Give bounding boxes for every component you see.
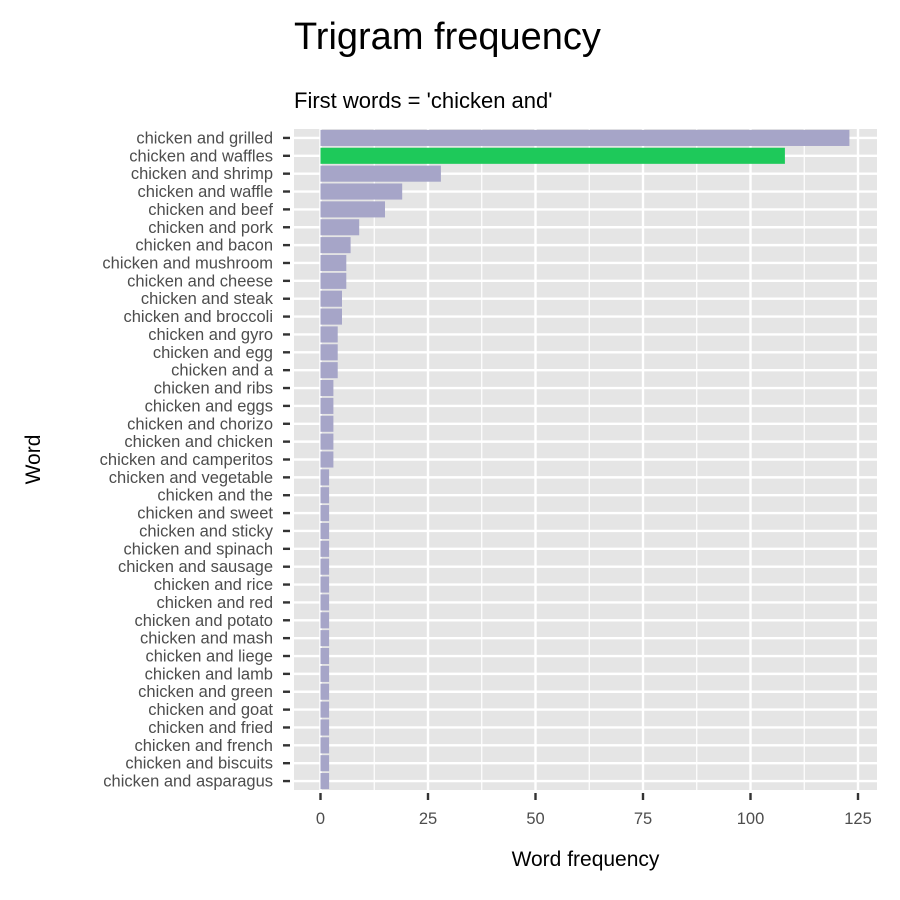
bar [320,594,330,611]
bar [320,362,338,379]
bar [320,237,351,254]
y-tick-label: chicken and liege [145,648,273,666]
bar [320,165,441,182]
y-tick-label: chicken and sticky [139,522,274,540]
x-tick-label: 125 [844,810,872,828]
y-tick-label: chicken and broccoli [124,308,274,326]
bar [320,755,330,772]
bar [320,451,334,468]
y-tick-label: chicken and waffle [138,183,273,201]
y-tick-label: chicken and egg [153,344,273,362]
bar [320,540,330,557]
x-axis-title: Word frequency [512,848,660,871]
bar [320,522,330,539]
bar [320,683,330,700]
y-tick-label: chicken and potato [134,612,273,630]
bar [320,469,330,486]
x-tick-label: 50 [526,810,544,828]
y-tick-label: chicken and vegetable [109,469,273,487]
bar [320,308,342,325]
y-tick-label: chicken and red [157,594,274,612]
bar [320,415,334,432]
y-tick-label: chicken and the [157,487,273,505]
bar [320,647,330,665]
y-tick-label: chicken and steak [141,290,274,308]
bar [320,201,385,218]
y-tick-label: chicken and spinach [123,540,273,558]
y-tick-label: chicken and grilled [136,129,273,147]
y-tick-label: chicken and fried [148,719,273,737]
y-tick-label: chicken and lamb [145,665,273,683]
bars [320,129,850,790]
bar [320,219,360,236]
x-tick-label: 100 [737,810,765,828]
bar [320,433,334,450]
y-tick-label: chicken and bacon [135,237,273,255]
bar [320,558,330,575]
bar [320,272,347,289]
y-tick-label: chicken and french [134,737,273,755]
bar [320,183,403,200]
y-tick-label: chicken and goat [148,701,273,719]
chart-title: Trigram frequency [294,16,601,58]
bar [320,290,342,307]
bar [320,129,850,146]
x-tick-label: 75 [634,810,652,828]
y-tick-label: chicken and chicken [124,433,273,451]
y-tick-label: chicken and sausage [118,558,273,576]
y-tick-label: chicken and mushroom [102,254,273,272]
bar [320,719,330,736]
y-tick-label: chicken and rice [154,576,273,594]
bar [320,254,347,272]
y-tick-label: chicken and eggs [145,397,273,415]
x-axis: 0 25 50 75 100 125 [316,793,872,828]
y-tick-label: chicken and camperitos [100,451,273,469]
y-tick-label: chicken and gyro [148,326,273,344]
bar [320,380,334,397]
bar [320,326,338,343]
bar [320,665,330,682]
y-tick-label: chicken and beef [148,201,273,219]
y-tick-label: chicken and biscuits [125,755,273,773]
y-tick-label: chicken and ribs [154,380,273,398]
bar [320,505,330,522]
y-tick-label: chicken and sweet [137,505,273,523]
bar [320,737,330,754]
x-tick-label: 0 [316,810,325,828]
bar [320,487,330,504]
bar [320,630,330,647]
bar [320,397,334,414]
y-tick-label: chicken and asparagus [103,773,273,791]
chart-subtitle: First words = 'chicken and' [294,88,553,113]
y-tick-label: chicken and mash [140,630,273,648]
grid-lines [294,129,877,790]
y-tick-label: chicken and pork [148,219,273,237]
y-tick-label: chicken and waffles [129,147,273,165]
y-tick-label: chicken and cheese [127,272,273,290]
bar [320,612,330,629]
bar [320,344,338,361]
bar [320,576,330,593]
y-tick-label: chicken and a [171,362,274,380]
bar [320,147,785,164]
y-tick-label: chicken and shrimp [131,165,273,183]
x-tick-label: 25 [419,810,437,828]
y-axis-title: Word [22,435,45,485]
bar [320,701,330,718]
y-tick-label: chicken and chorizo [127,415,273,433]
bar [320,773,330,790]
y-tick-label: chicken and green [138,683,273,701]
